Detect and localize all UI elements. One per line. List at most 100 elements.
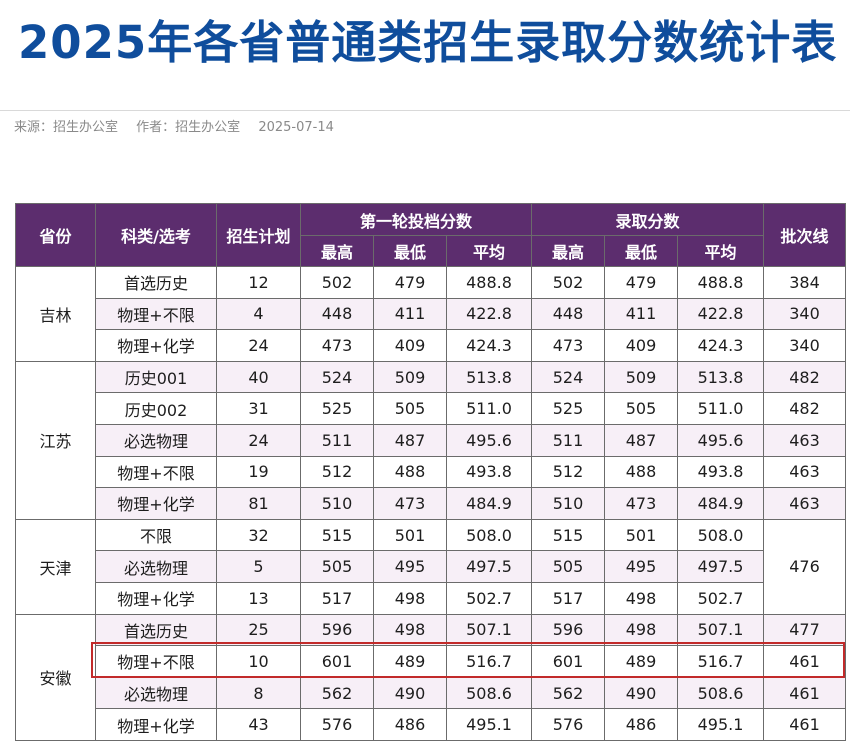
table-row: 必选物理 24 511 487 495.6 511 487 495.6 463 <box>16 423 846 457</box>
cell-r1-avg: 508.0 <box>446 518 532 552</box>
source-label: 来源：招生办公室 <box>14 120 119 135</box>
cell-ad-max: 596 <box>531 613 605 647</box>
cell-category: 物理+不限 <box>95 645 217 678</box>
cell-ad-min: 489 <box>604 645 678 678</box>
table-row: 必选物理 5 505 495 497.5 505 495 497.5 <box>16 550 846 583</box>
cell-r1-max: 473 <box>300 329 374 362</box>
cell-plan: 43 <box>216 708 301 741</box>
cell-ad-min: 479 <box>604 266 678 299</box>
cell-ad-min: 473 <box>604 487 678 520</box>
table-row: 物理+不限 4 448 411 422.8 448 411 422.8 340 <box>16 297 846 331</box>
cell-r1-min: 501 <box>373 518 447 552</box>
cell-ad-max: 511 <box>531 423 605 457</box>
header-r1-min: 最低 <box>373 235 447 267</box>
cell-batch: 340 <box>763 297 846 331</box>
cell-r1-avg: 484.9 <box>446 487 532 520</box>
cell-category: 首选历史 <box>95 266 217 299</box>
cell-r1-max: 505 <box>300 550 374 583</box>
cell-plan: 13 <box>216 581 301 615</box>
cell-r1-avg: 488.8 <box>446 266 532 299</box>
cell-ad-max: 576 <box>531 708 605 741</box>
cell-ad-max: 525 <box>531 392 605 425</box>
header-ad-avg: 平均 <box>677 235 764 267</box>
cell-r1-min: 473 <box>373 487 447 520</box>
header-province: 省份 <box>15 203 96 267</box>
cell-r1-avg: 493.8 <box>446 455 532 489</box>
cell-batch: 463 <box>763 423 846 457</box>
cell-category: 必选物理 <box>95 676 217 710</box>
table-row: 物理+化学 81 510 473 484.9 510 473 484.9 463 <box>16 487 846 520</box>
cell-batch: 482 <box>763 392 846 425</box>
cell-category: 物理+化学 <box>95 581 217 615</box>
header-batch: 批次线 <box>763 203 846 267</box>
cell-category: 必选物理 <box>95 423 217 457</box>
cell-ad-min: 495 <box>604 550 678 583</box>
cell-r1-min: 411 <box>373 297 447 331</box>
cell-plan: 19 <box>216 455 301 489</box>
table-row: 历史002 31 525 505 511.0 525 505 511.0 482 <box>16 392 846 425</box>
cell-category: 首选历史 <box>95 613 217 647</box>
table-row: 江苏 历史001 40 524 509 513.8 524 509 513.8 482 <box>15 360 846 520</box>
cell-ad-avg: 516.7 <box>677 645 764 678</box>
cell-plan: 10 <box>216 645 301 678</box>
cell-r1-max: 510 <box>300 487 374 520</box>
header-row-2: 最高 最低 平均 最高 最低 平均 <box>16 235 846 267</box>
cell-batch: 384 <box>763 266 846 299</box>
cell-batch: 477 <box>763 613 846 647</box>
cell-r1-min: 488 <box>373 455 447 489</box>
cell-ad-avg: 508.0 <box>677 518 764 552</box>
cell-province: 江苏 <box>15 360 96 520</box>
cell-r1-min: 490 <box>373 676 447 710</box>
cell-plan: 40 <box>216 360 301 394</box>
score-table: 省份 科类/选考 招生计划 第一轮投档分数 录取分数 批次线 最高 最低 平均 … <box>15 203 846 741</box>
cell-r1-min: 498 <box>373 613 447 647</box>
cell-category: 物理+化学 <box>95 487 217 520</box>
table-row: 必选物理 8 562 490 508.6 562 490 508.6 461 <box>16 676 846 710</box>
cell-r1-max: 502 <box>300 266 374 299</box>
cell-province: 天津 <box>15 518 96 615</box>
cell-ad-min: 505 <box>604 392 678 425</box>
cell-batch: 461 <box>763 645 846 678</box>
cell-r1-min: 509 <box>373 360 447 394</box>
cell-ad-avg: 484.9 <box>677 487 764 520</box>
article-meta: 来源：招生办公室 作者：招生办公室 2025-07-14 <box>14 116 348 135</box>
cell-ad-max: 524 <box>531 360 605 394</box>
header-plan: 招生计划 <box>216 203 301 267</box>
cell-r1-max: 596 <box>300 613 374 647</box>
cell-r1-min: 505 <box>373 392 447 425</box>
cell-plan: 32 <box>216 518 301 552</box>
cell-r1-max: 601 <box>300 645 374 678</box>
cell-ad-avg: 507.1 <box>677 613 764 647</box>
cell-ad-min: 488 <box>604 455 678 489</box>
table-row: 吉林 首选历史 12 502 479 488.8 502 479 488.8 384 <box>15 266 846 362</box>
cell-r1-avg: 507.1 <box>446 613 532 647</box>
header-ad-max: 最高 <box>531 235 605 267</box>
cell-ad-min: 498 <box>604 613 678 647</box>
cell-category: 物理+不限 <box>95 297 217 331</box>
cell-category: 历史002 <box>95 392 217 425</box>
cell-ad-avg: 488.8 <box>677 266 764 299</box>
cell-ad-min: 486 <box>604 708 678 741</box>
cell-ad-min: 409 <box>604 329 678 362</box>
table-row: 物理+化学 43 576 486 495.1 576 486 495.1 461 <box>16 708 846 741</box>
cell-batch: 476 <box>763 518 846 615</box>
cell-r1-max: 517 <box>300 581 374 615</box>
cell-r1-avg: 502.7 <box>446 581 532 615</box>
cell-ad-min: 509 <box>604 360 678 394</box>
cell-category: 必选物理 <box>95 550 217 583</box>
cell-category: 物理+化学 <box>95 329 217 362</box>
table-row: 物理+化学 24 473 409 424.3 473 409 424.3 340 <box>16 329 846 362</box>
page-title: 2025年各省普通类招生录取分数统计表 <box>18 16 838 69</box>
cell-r1-min: 489 <box>373 645 447 678</box>
cell-ad-min: 498 <box>604 581 678 615</box>
cell-ad-max: 512 <box>531 455 605 489</box>
cell-plan: 81 <box>216 487 301 520</box>
title-divider <box>0 110 850 111</box>
header-category: 科类/选考 <box>95 203 217 267</box>
cell-r1-max: 448 <box>300 297 374 331</box>
cell-r1-avg: 422.8 <box>446 297 532 331</box>
cell-r1-max: 525 <box>300 392 374 425</box>
cell-plan: 4 <box>216 297 301 331</box>
cell-category: 历史001 <box>95 360 217 394</box>
cell-ad-avg: 424.3 <box>677 329 764 362</box>
